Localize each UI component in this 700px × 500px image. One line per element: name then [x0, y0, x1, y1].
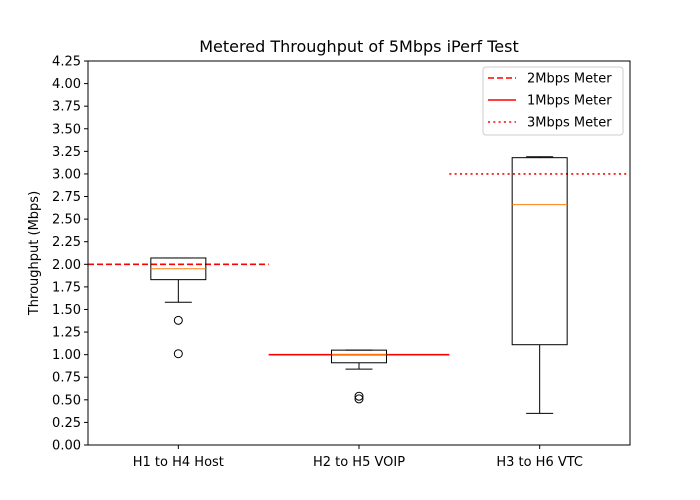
box-2: [331, 349, 387, 404]
x-tick-label: H2 to H5 VOIP: [313, 455, 405, 470]
box-rect: [511, 157, 568, 346]
y-tick-label: 0.00: [52, 439, 81, 454]
chart-title: Metered Throughput of 5Mbps iPerf Test: [199, 37, 519, 56]
y-tick-label: 3.00: [52, 167, 81, 182]
y-tick-label: 0.75: [52, 371, 81, 386]
x-axis: H1 to H4 Host H2 to H5 VOIP H3 to H6 VTC: [133, 445, 583, 470]
y-tick-label: 1.00: [52, 348, 81, 363]
legend-label: 2Mbps Meter: [527, 72, 612, 87]
y-tick-label: 3.50: [52, 122, 81, 137]
x-tick-label: H3 to H6 VTC: [496, 455, 583, 470]
y-tick-label: 0.50: [52, 393, 81, 408]
plot-frame: [87, 60, 631, 446]
y-tick-label: 1.50: [52, 303, 81, 318]
outlier-point: [354, 394, 364, 404]
legend-box: [482, 66, 624, 136]
y-tick-label: 2.00: [52, 258, 81, 273]
y-tick-label: 1.25: [52, 326, 81, 341]
legend-label: 3Mbps Meter: [527, 116, 612, 131]
y-axis-label: Throughput (Mbps): [27, 191, 42, 316]
outlier-point: [173, 349, 183, 359]
y-tick-label: 2.25: [52, 235, 81, 250]
legend-label: 1Mbps Meter: [527, 94, 612, 109]
meter-lines: [88, 173, 630, 356]
y-tick-label: 2.75: [52, 190, 81, 205]
boxes: [150, 156, 568, 414]
y-axis: 0.00 0.25 0.50 0.75 1.00 1.25 1.50 1.75 2.00 2.25…: [52, 55, 88, 454]
legend: 2Mbps Meter 1Mbps Meter 3Mbps Meter: [482, 66, 624, 136]
y-tick-label: 1.75: [52, 280, 81, 295]
outlier-point: [173, 315, 183, 325]
y-tick-label: 3.75: [52, 100, 81, 115]
box-1: [150, 257, 207, 359]
y-tick-label: 0.25: [52, 416, 81, 431]
box-rect: [331, 349, 387, 364]
x-tick-label: H1 to H4 Host: [133, 455, 224, 470]
y-tick-label: 2.50: [52, 213, 81, 228]
y-tick-label: 4.25: [52, 55, 81, 70]
box-3: [511, 156, 568, 414]
y-tick-label: 3.25: [52, 145, 81, 160]
outlier-point: [354, 391, 364, 401]
y-tick-label: 4.00: [52, 77, 81, 92]
